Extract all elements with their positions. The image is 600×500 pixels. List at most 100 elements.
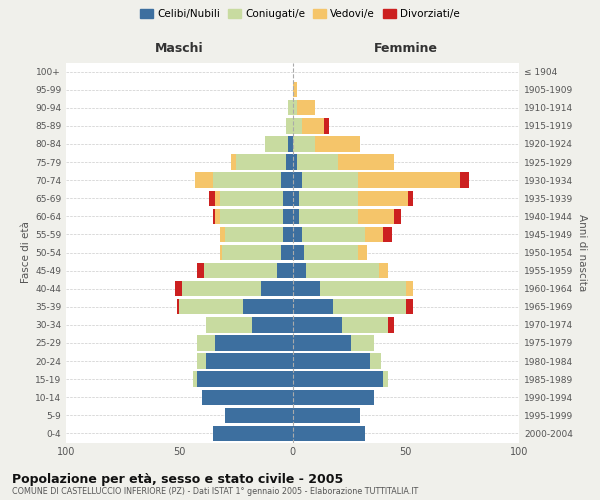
- Text: Maschi: Maschi: [155, 42, 203, 55]
- Bar: [286, 154, 293, 170]
- Bar: [333, 299, 406, 314]
- Bar: [179, 299, 242, 314]
- Text: Femmine: Femmine: [374, 42, 438, 55]
- Bar: [302, 118, 324, 134]
- Bar: [293, 281, 320, 296]
- Bar: [293, 245, 304, 260]
- Bar: [281, 172, 293, 188]
- Bar: [343, 317, 388, 332]
- Y-axis label: Anni di nascita: Anni di nascita: [577, 214, 587, 291]
- Bar: [358, 172, 460, 188]
- Bar: [293, 100, 297, 116]
- Bar: [352, 336, 374, 350]
- Bar: [213, 426, 293, 441]
- Bar: [293, 408, 361, 423]
- Bar: [283, 208, 293, 224]
- Bar: [215, 190, 220, 206]
- Bar: [293, 372, 383, 387]
- Bar: [383, 372, 388, 387]
- Bar: [197, 263, 204, 278]
- Bar: [215, 208, 220, 224]
- Bar: [215, 336, 293, 350]
- Bar: [293, 118, 302, 134]
- Bar: [293, 226, 302, 242]
- Bar: [304, 245, 358, 260]
- Bar: [265, 136, 288, 152]
- Bar: [293, 136, 315, 152]
- Bar: [302, 172, 358, 188]
- Bar: [293, 354, 370, 369]
- Text: Popolazione per età, sesso e stato civile - 2005: Popolazione per età, sesso e stato civil…: [12, 472, 343, 486]
- Bar: [193, 372, 197, 387]
- Bar: [220, 190, 283, 206]
- Bar: [204, 263, 277, 278]
- Bar: [383, 226, 392, 242]
- Bar: [286, 118, 293, 134]
- Bar: [206, 317, 252, 332]
- Bar: [365, 226, 383, 242]
- Bar: [293, 390, 374, 405]
- Bar: [370, 354, 381, 369]
- Bar: [252, 317, 293, 332]
- Bar: [306, 263, 379, 278]
- Bar: [297, 154, 338, 170]
- Bar: [202, 390, 293, 405]
- Bar: [177, 299, 179, 314]
- Bar: [236, 154, 286, 170]
- Bar: [288, 100, 293, 116]
- Bar: [388, 317, 394, 332]
- Bar: [320, 281, 406, 296]
- Bar: [338, 154, 394, 170]
- Bar: [293, 299, 333, 314]
- Bar: [242, 299, 293, 314]
- Bar: [460, 172, 469, 188]
- Bar: [379, 263, 388, 278]
- Bar: [283, 226, 293, 242]
- Bar: [293, 190, 299, 206]
- Bar: [358, 190, 408, 206]
- Bar: [293, 336, 352, 350]
- Bar: [394, 208, 401, 224]
- Bar: [293, 263, 306, 278]
- Bar: [182, 281, 261, 296]
- Bar: [224, 226, 283, 242]
- Bar: [281, 245, 293, 260]
- Bar: [293, 426, 365, 441]
- Bar: [261, 281, 293, 296]
- Bar: [358, 245, 367, 260]
- Bar: [277, 263, 293, 278]
- Bar: [222, 245, 281, 260]
- Bar: [224, 408, 293, 423]
- Bar: [299, 190, 358, 206]
- Bar: [324, 118, 329, 134]
- Bar: [197, 372, 293, 387]
- Bar: [293, 208, 299, 224]
- Bar: [293, 154, 297, 170]
- Text: COMUNE DI CASTELLUCCIO INFERIORE (PZ) - Dati ISTAT 1° gennaio 2005 - Elaborazion: COMUNE DI CASTELLUCCIO INFERIORE (PZ) - …: [12, 487, 418, 496]
- Bar: [220, 208, 283, 224]
- Bar: [297, 100, 315, 116]
- Bar: [358, 208, 394, 224]
- Bar: [293, 172, 302, 188]
- Bar: [209, 190, 215, 206]
- Bar: [408, 190, 413, 206]
- Bar: [283, 190, 293, 206]
- Bar: [175, 281, 182, 296]
- Bar: [315, 136, 361, 152]
- Y-axis label: Fasce di età: Fasce di età: [21, 222, 31, 284]
- Bar: [232, 154, 236, 170]
- Legend: Celibi/Nubili, Coniugati/e, Vedovi/e, Divorziati/e: Celibi/Nubili, Coniugati/e, Vedovi/e, Di…: [136, 5, 464, 24]
- Bar: [406, 299, 413, 314]
- Bar: [302, 226, 365, 242]
- Bar: [213, 172, 281, 188]
- Bar: [293, 317, 343, 332]
- Bar: [299, 208, 358, 224]
- Bar: [406, 281, 413, 296]
- Bar: [213, 208, 215, 224]
- Bar: [220, 245, 222, 260]
- Bar: [197, 354, 206, 369]
- Bar: [288, 136, 293, 152]
- Bar: [220, 226, 224, 242]
- Bar: [206, 354, 293, 369]
- Bar: [197, 336, 215, 350]
